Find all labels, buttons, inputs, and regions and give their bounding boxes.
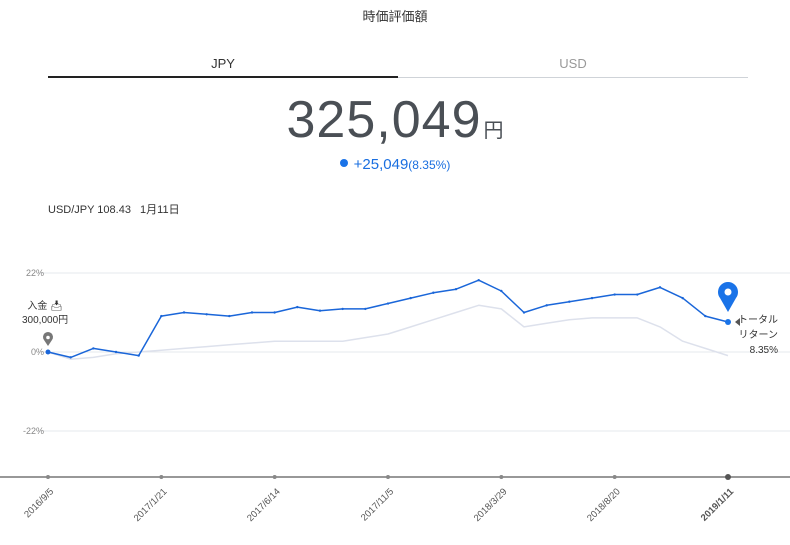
deposit-label: 入金 xyxy=(27,301,48,312)
page-title: 時価評価額 xyxy=(362,9,428,24)
data-point xyxy=(364,307,367,311)
x-tick-label: 2017/6/14 xyxy=(245,486,283,524)
y-tick-label: -22% xyxy=(23,426,44,436)
tab-usd[interactable]: USD xyxy=(398,56,748,78)
data-point xyxy=(92,347,95,350)
data-point xyxy=(182,311,186,314)
series-line-portfolio xyxy=(47,279,729,359)
x-tick-label: 2018/8/20 xyxy=(585,486,623,524)
change-percent: (8.35%) xyxy=(408,158,451,172)
data-point xyxy=(636,293,639,296)
x-tick-label: 2016/9/5 xyxy=(22,486,56,520)
x-tick-label: 2019/1/11 xyxy=(699,486,737,524)
fx-date: 1月11日 xyxy=(140,204,180,216)
data-point xyxy=(205,313,208,316)
start-point xyxy=(45,349,51,355)
data-point xyxy=(432,291,435,294)
market-value-unit: 円 xyxy=(483,120,504,142)
data-point xyxy=(590,296,594,300)
data-point xyxy=(318,309,322,312)
x-tick-label: 2017/11/5 xyxy=(359,486,396,523)
location-pin-hole xyxy=(724,288,732,296)
data-point xyxy=(160,314,163,318)
total-return-label-2: リターン xyxy=(738,330,779,341)
change-summary: +25,049(8.35%) xyxy=(0,156,790,173)
data-point xyxy=(296,305,299,309)
data-point xyxy=(704,314,707,318)
x-tick-dot xyxy=(386,475,390,479)
market-value: 325,049 円 xyxy=(0,90,790,150)
x-tick-label: 2017/1/21 xyxy=(132,486,170,524)
data-point xyxy=(250,311,254,314)
change-dot-icon xyxy=(339,159,348,167)
y-tick-label: 22% xyxy=(26,268,44,278)
x-tick-dot xyxy=(46,475,50,479)
market-value-number: 325,049 xyxy=(286,91,482,149)
data-point xyxy=(386,302,390,305)
x-tick-dot xyxy=(159,475,164,479)
deposit-annotation: 入金 📥︎ 300,000円 xyxy=(22,300,68,328)
x-tick-dot xyxy=(272,475,277,479)
data-point xyxy=(114,350,118,354)
location-pin-icon xyxy=(718,282,738,313)
fx-rate: USD/JPY 108.43 xyxy=(48,204,131,216)
x-tick-dot xyxy=(612,475,617,479)
data-point xyxy=(681,296,684,300)
data-point xyxy=(477,278,480,282)
fx-rate-info: USD/JPY 108.43 1月11日 xyxy=(48,201,186,217)
pointer-arrow-icon xyxy=(735,318,740,327)
data-point xyxy=(613,293,616,296)
total-return-value: 8.35% xyxy=(749,345,778,356)
change-amount: +25,049 xyxy=(353,156,409,173)
data-point xyxy=(341,307,344,311)
currency-tabs: JPY USD xyxy=(48,56,748,78)
data-point xyxy=(545,304,548,307)
data-point xyxy=(69,356,72,359)
data-point xyxy=(658,286,662,289)
data-point xyxy=(454,287,458,291)
data-point xyxy=(409,296,412,300)
x-tick-dot xyxy=(499,475,504,479)
data-point xyxy=(500,289,503,293)
deposit-amount: 300,000円 xyxy=(22,315,69,326)
total-return-label-1: トータル xyxy=(738,315,778,326)
data-point xyxy=(137,354,140,357)
data-point xyxy=(228,314,231,318)
data-point xyxy=(568,300,571,303)
data-point xyxy=(522,311,526,314)
total-return-annotation: トータル リターン 8.35% xyxy=(738,313,778,358)
data-point xyxy=(273,311,276,314)
tab-jpy[interactable]: JPY xyxy=(48,56,398,78)
end-point xyxy=(725,319,731,326)
x-tick-label: 2018/3/29 xyxy=(472,486,510,524)
series-line-benchmark xyxy=(47,304,729,360)
y-tick-label: 0% xyxy=(31,347,44,357)
deposit-icon: 📥︎ xyxy=(50,301,63,312)
x-tick-dot xyxy=(725,474,731,480)
deposit-pin-hole xyxy=(46,335,50,340)
